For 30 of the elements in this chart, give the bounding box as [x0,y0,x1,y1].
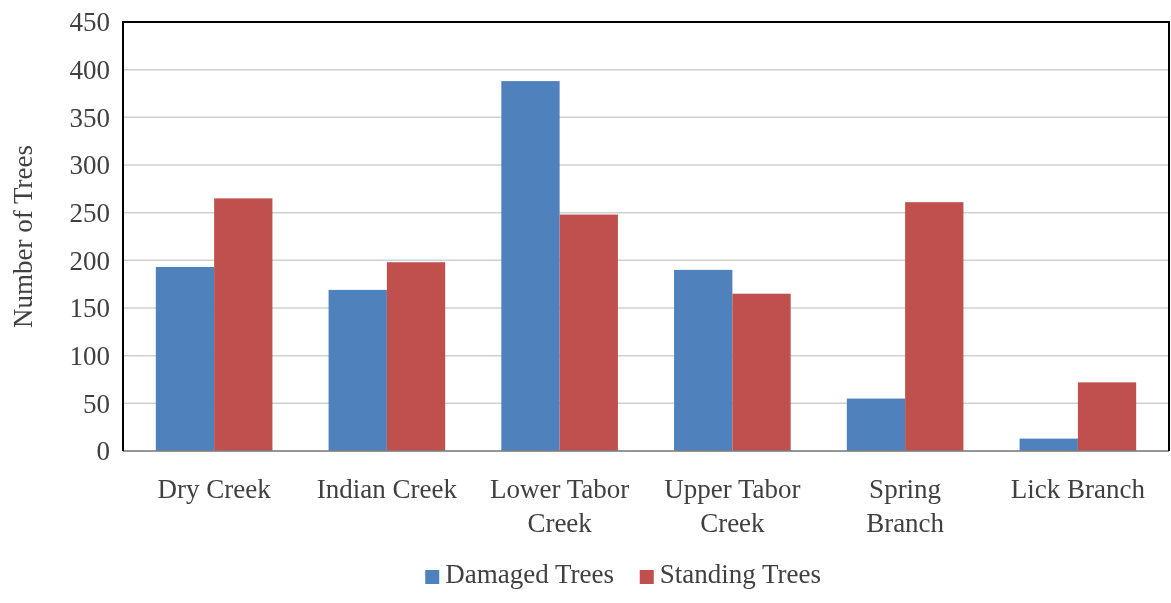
y-tick-label: 100 [69,341,110,372]
x-tick-label: Indian Creek [316,474,458,504]
legend-label: Standing Trees [659,559,822,589]
y-tick-label: 250 [69,198,110,229]
y-tick-label: 200 [69,245,110,276]
y-tick-label: 150 [69,293,110,324]
y-tick-label: 350 [69,102,110,133]
y-tick-label: 400 [69,55,110,86]
bar [328,289,387,451]
bar [386,262,446,451]
bar [559,214,618,451]
bar [155,267,215,451]
x-tick-label: Dry Creek [157,474,272,504]
x-tick-label: Lick Branch [1010,474,1146,504]
bar [214,198,273,451]
x-tick-label: Spring Branch [866,474,945,538]
bar [732,293,791,451]
y-tick-label: 450 [69,7,110,38]
y-tick-label: 50 [83,388,110,419]
bar [501,81,560,451]
x-tick-label: Lower Tabor Creek [489,474,630,538]
bar [905,202,964,451]
bar [846,398,906,451]
y-axis-title: Number of Trees [8,145,38,328]
y-tick-label: 0 [96,436,110,467]
y-tick-label: 300 [69,150,110,181]
bar [674,269,733,451]
x-tick-label: Upper Tabor Creek [664,474,801,538]
bar [1077,382,1137,451]
legend-label: Damaged Trees [445,559,614,589]
